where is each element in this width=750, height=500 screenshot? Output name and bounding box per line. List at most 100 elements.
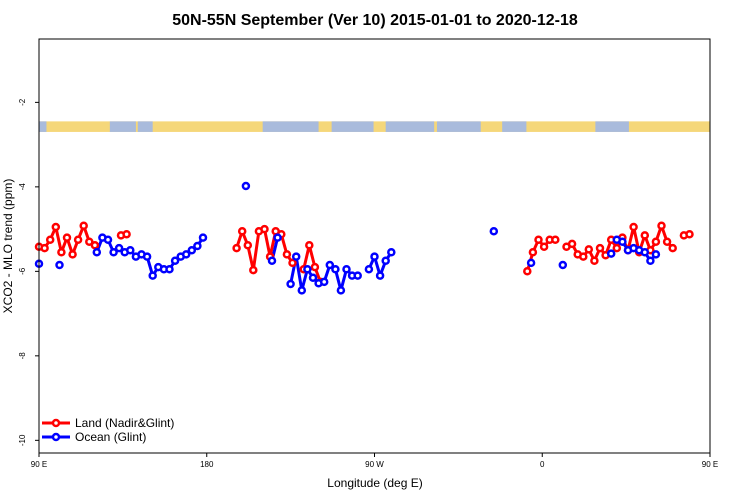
ocean-data-point: [370, 252, 379, 261]
land-data-point: [122, 229, 131, 239]
land-band: [39, 121, 710, 132]
ocean-data-point: [331, 264, 340, 274]
ocean-data-point: [364, 264, 374, 274]
land-data-point: [657, 221, 666, 230]
ocean-data-point: [291, 252, 301, 261]
ocean-band-segment: [109, 121, 136, 132]
ocean-data-point: [646, 256, 655, 266]
series-points: [34, 181, 694, 295]
land-data-point: [629, 222, 638, 232]
ocean-data-point: [651, 250, 661, 259]
land-data-point: [612, 243, 622, 253]
y-axis-label: XCO2 - MLO trend (ppm): [1, 179, 15, 314]
land-data-point: [590, 256, 599, 266]
ocean-data-point: [375, 271, 385, 280]
ocean-data-point: [92, 248, 102, 257]
legend: Land (Nadir&Glint)Ocean (Glint): [42, 416, 174, 444]
ocean-data-point: [103, 235, 113, 244]
land-data-point: [584, 245, 594, 254]
land-data-point: [523, 267, 532, 276]
ocean-data-point: [387, 248, 396, 257]
ocean-data-point: [640, 248, 650, 257]
land-data-point: [232, 243, 241, 253]
ocean-data-point: [181, 250, 191, 259]
land-data-point: [243, 240, 253, 250]
land-data-point: [528, 248, 538, 257]
land-data-point: [651, 237, 661, 247]
ocean-data-point: [336, 286, 346, 295]
land-data-point: [305, 240, 314, 250]
land-data-point: [68, 250, 77, 259]
ocean-data-point: [606, 249, 616, 258]
ocean-data-point: [286, 279, 295, 289]
ocean-band-segment: [137, 121, 153, 132]
ocean-band-segment: [262, 121, 319, 132]
x-tick-label: 0: [540, 460, 545, 469]
land-data-point: [288, 258, 297, 268]
land-data-point: [662, 237, 672, 247]
x-tick-label: 90 E: [31, 460, 47, 469]
x-tick-label: 180: [200, 460, 214, 469]
land-data-point: [551, 235, 560, 244]
ocean-data-point: [325, 260, 335, 270]
land-data-point: [282, 250, 292, 259]
ocean-data-point: [342, 264, 351, 274]
legend-land-marker: [51, 418, 61, 428]
y-tick-label: -4: [18, 183, 27, 191]
y-tick-label: -10: [18, 434, 27, 446]
land-data-point: [90, 240, 100, 250]
x-axis: 90 E 180 90 W 0 90 E: [31, 453, 718, 469]
ocean-data-point: [126, 245, 135, 255]
ocean-band-segment: [436, 121, 481, 132]
ocean-data-point: [198, 233, 208, 242]
chart-title: 50N-55N September (Ver 10) 2015-01-01 to…: [172, 12, 578, 29]
x-tick-label: 90 W: [365, 460, 384, 469]
land-data-point: [85, 237, 94, 247]
land-data-point: [595, 243, 605, 253]
ocean-data-point: [618, 237, 627, 247]
ocean-data-point: [114, 243, 124, 253]
ocean-data-point: [267, 256, 277, 266]
ocean-band-segment: [39, 121, 47, 132]
ocean-data-point: [241, 181, 251, 191]
ocean-data-point: [381, 256, 390, 266]
land-data-point: [237, 226, 247, 236]
ocean-data-point: [193, 241, 202, 251]
ocean-band-segment: [385, 121, 435, 132]
ocean-band-segment: [502, 121, 527, 132]
land-data-point: [567, 239, 577, 249]
ocean-data-point: [297, 286, 307, 295]
ocean-data-point: [273, 233, 282, 242]
land-data-point: [249, 265, 258, 275]
x-tick-label: 90 E: [702, 460, 718, 469]
land-data-point: [40, 243, 49, 253]
land-data-point: [310, 262, 320, 272]
ocean-band-segment: [331, 121, 374, 132]
ocean-data-point: [319, 277, 329, 287]
land-data-point: [685, 229, 694, 239]
land-data-point: [640, 231, 650, 240]
y-tick-label: -6: [18, 267, 27, 275]
land-data-point: [668, 243, 677, 253]
land-data-point: [539, 242, 549, 252]
land-series-line: [302, 243, 322, 283]
land-data-point: [51, 222, 61, 232]
land-data-point: [579, 252, 588, 261]
ocean-data-point: [165, 264, 174, 274]
ocean-data-point: [170, 256, 180, 266]
legend-ocean-marker: [51, 432, 61, 442]
ocean-data-point: [109, 248, 118, 257]
ocean-data-point: [55, 260, 64, 270]
ocean-data-point: [558, 260, 568, 270]
land-data-point: [57, 248, 66, 257]
land-data-point: [45, 235, 55, 244]
ocean-band-segment: [595, 121, 629, 132]
legend-ocean-label: Ocean (Glint): [75, 430, 146, 444]
ocean-data-point: [187, 245, 197, 255]
ocean-data-point: [303, 264, 312, 274]
y-tick-label: -8: [18, 352, 27, 360]
ocean-data-point: [308, 273, 318, 282]
land-data-point: [62, 233, 72, 242]
ocean-data-point: [353, 271, 362, 280]
